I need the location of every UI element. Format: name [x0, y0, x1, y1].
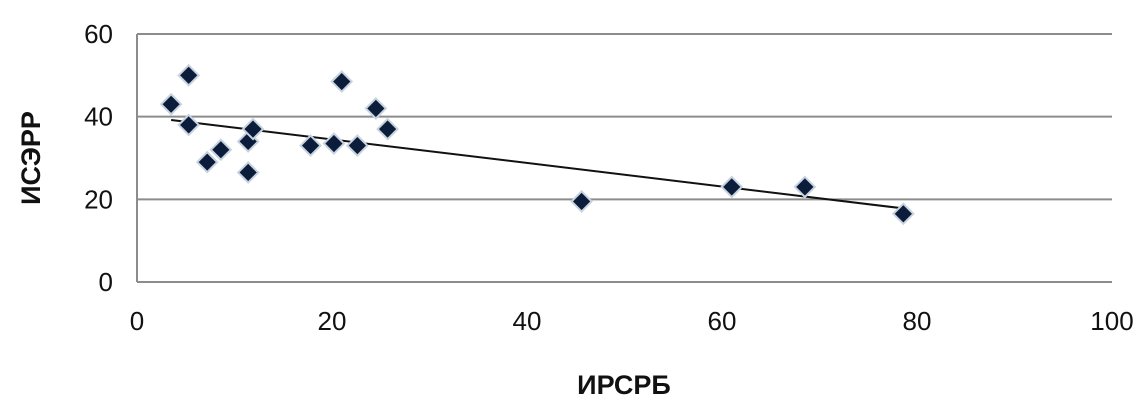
data-point [364, 96, 388, 120]
data-points [159, 63, 915, 226]
y-tick-label: 0 [99, 267, 113, 297]
data-point [177, 113, 201, 137]
grid-lines [137, 33, 1112, 201]
x-tick-label: 60 [708, 306, 737, 336]
y-tick-label: 60 [84, 19, 113, 49]
plot-area [137, 34, 1112, 282]
data-point [209, 138, 233, 162]
y-axis-title: ИСЭРР [16, 111, 46, 205]
data-point [195, 150, 219, 174]
trendline-group [171, 118, 904, 210]
x-tick-label: 40 [513, 306, 542, 336]
data-point [376, 117, 399, 141]
y-tick-label: 20 [84, 184, 113, 214]
data-point [345, 134, 369, 158]
data-point [322, 132, 346, 155]
data-point [570, 189, 594, 213]
data-point [891, 202, 915, 226]
x-tick-label: 80 [903, 306, 932, 336]
x-axis-title: ИРСРБ [577, 370, 671, 400]
data-point [299, 134, 322, 158]
y-tick-labels: 0 20 40 60 [84, 19, 113, 297]
data-point [720, 175, 744, 199]
y-tick-label: 40 [84, 102, 113, 132]
x-tick-label: 100 [1090, 306, 1133, 336]
x-tick-label: 20 [318, 306, 347, 336]
data-point [330, 70, 354, 93]
axes [136, 34, 1112, 283]
data-point [177, 63, 201, 87]
data-point [793, 175, 817, 199]
data-point [236, 161, 260, 184]
data-point [241, 117, 265, 141]
x-tick-label: 0 [130, 306, 144, 336]
trendline [171, 118, 904, 210]
x-tick-labels: 0 20 40 60 80 100 [130, 306, 1134, 336]
data-point [159, 92, 183, 116]
